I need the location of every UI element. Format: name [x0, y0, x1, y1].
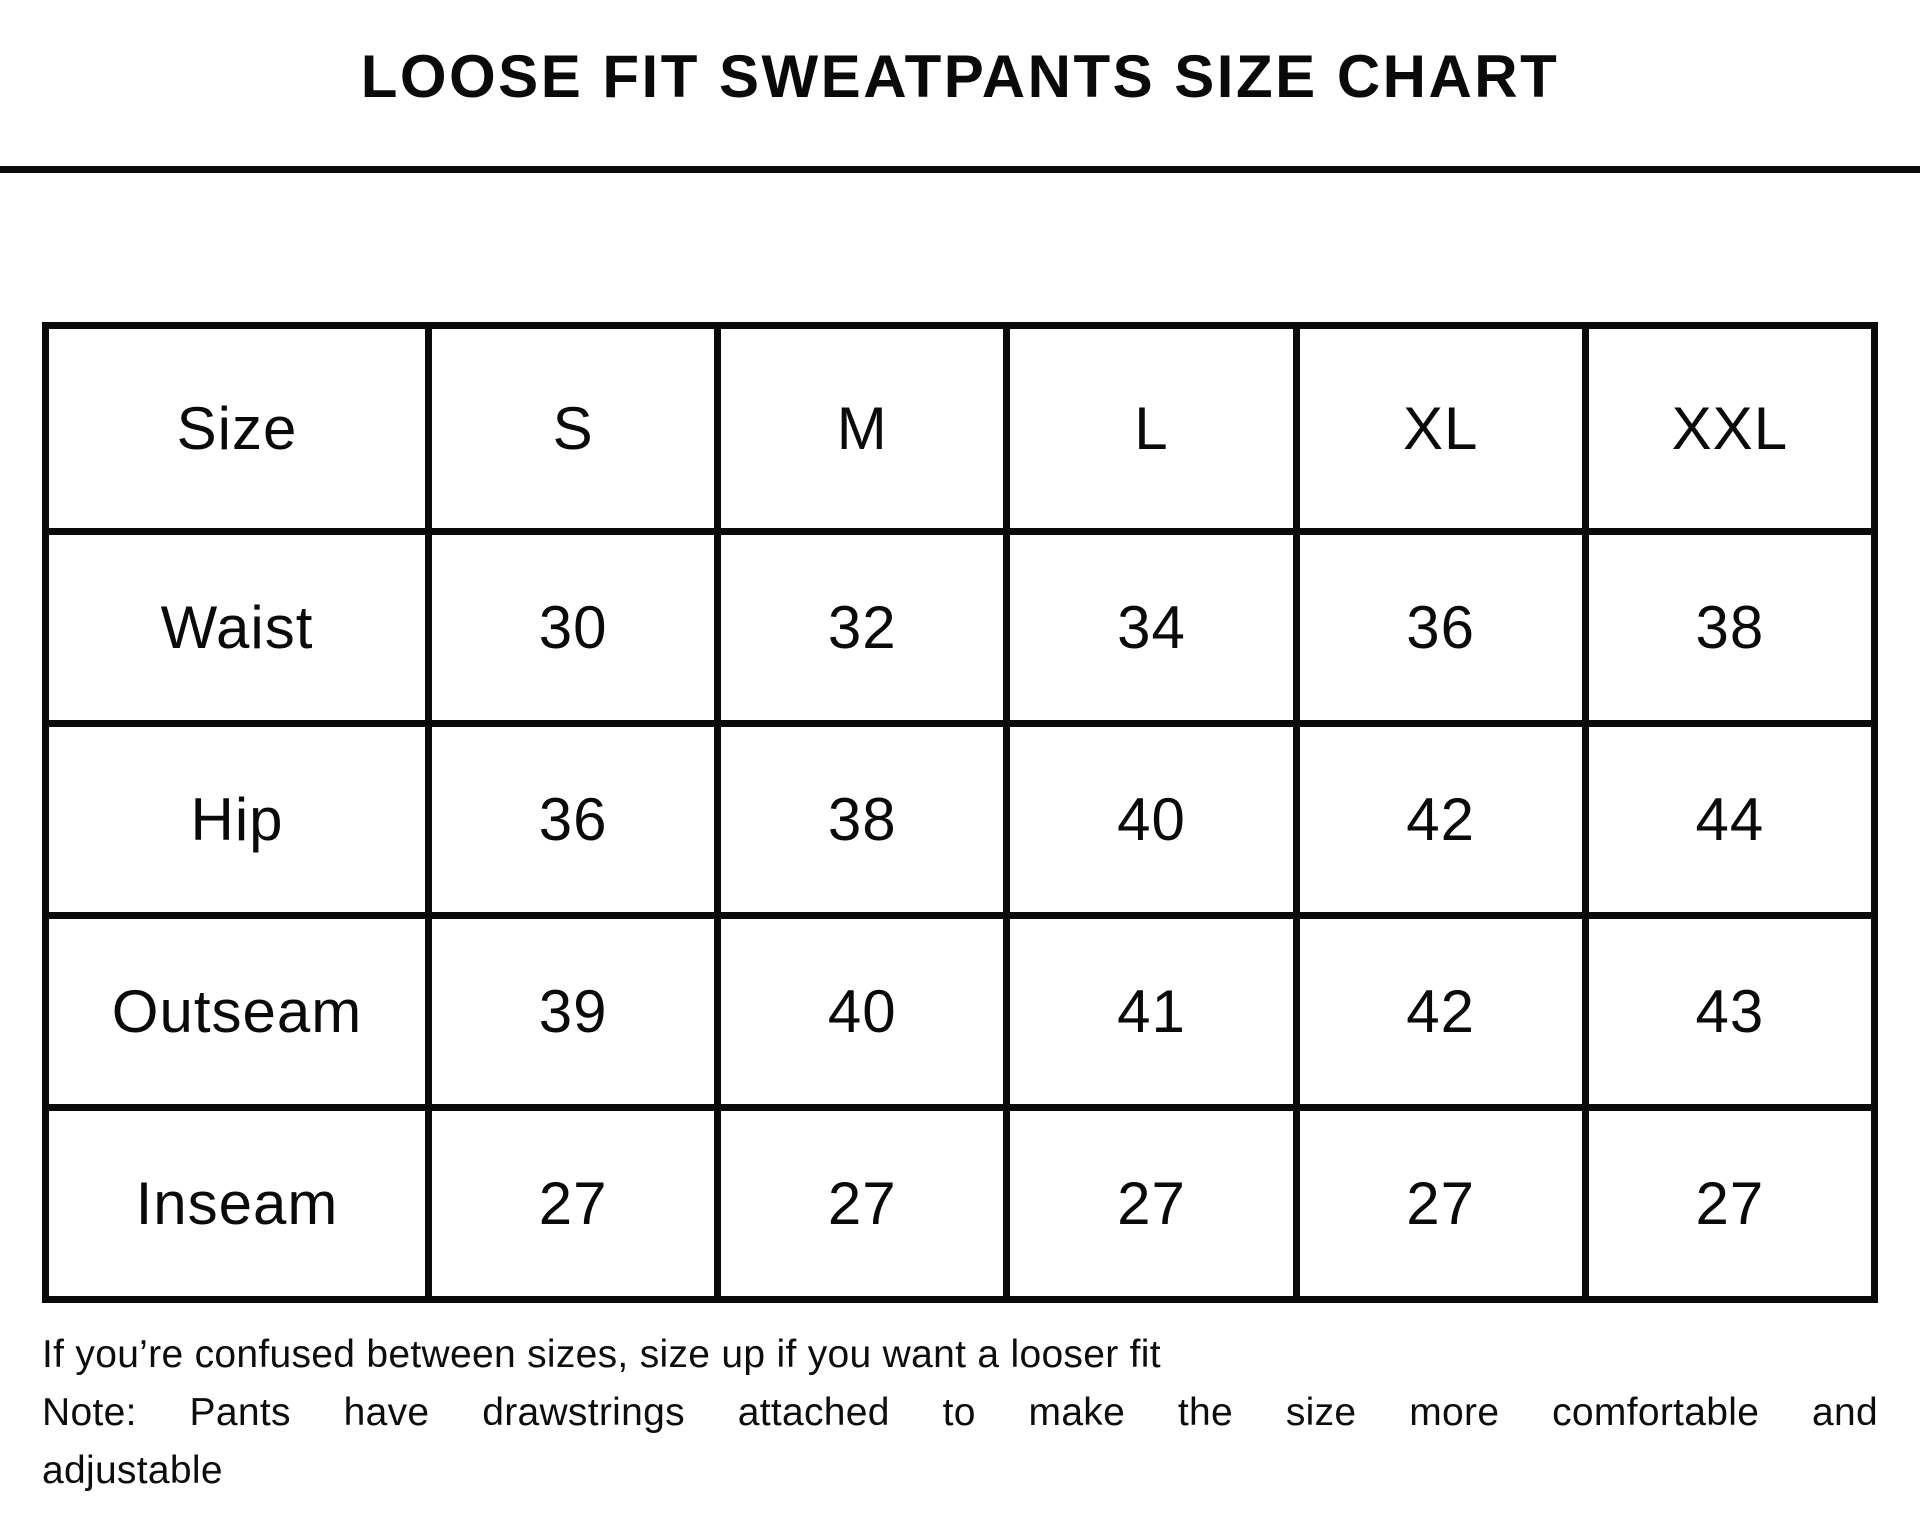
footnotes: If you’re confused between sizes, size u…: [42, 1326, 1878, 1500]
page-title: LOOSE FIT SWEATPANTS SIZE CHART: [360, 43, 1560, 110]
table-cell: 27: [714, 1104, 1011, 1303]
table-cell: 38: [714, 720, 1011, 919]
footnote-drawstring-note-continued: adjustable: [42, 1449, 223, 1492]
table-cell: 30: [424, 528, 722, 727]
table-cell: 40: [714, 912, 1011, 1111]
table-header-row: Size S M L XL XXL: [42, 322, 1879, 535]
table-cell: 27: [1581, 1104, 1879, 1303]
table-cell: 39: [424, 912, 722, 1111]
header-cell-xxl: XXL: [1581, 322, 1879, 535]
header-cell-l: L: [1003, 322, 1300, 535]
table-cell: 41: [1003, 912, 1300, 1111]
table-cell: 27: [1292, 1104, 1589, 1303]
header-cell-xl: XL: [1292, 322, 1589, 535]
row-label-cell: Hip: [42, 720, 432, 919]
table-cell: 36: [424, 720, 722, 919]
table-cell: 32: [714, 528, 1011, 727]
table-cell: 42: [1292, 720, 1589, 919]
row-label-cell: Inseam: [42, 1104, 432, 1303]
table-cell: 36: [1292, 528, 1589, 727]
row-label-cell: Waist: [42, 528, 432, 727]
footnote-sizing-advice: If you’re confused between sizes, size u…: [42, 1333, 1161, 1376]
table-cell: 27: [424, 1104, 722, 1303]
table-row-waist: Waist 30 32 34 36 38: [42, 528, 1879, 727]
table-row-inseam: Inseam 27 27 27 27 27: [42, 1104, 1879, 1303]
table-cell: 40: [1003, 720, 1300, 919]
table-row-outseam: Outseam 39 40 41 42 43: [42, 912, 1879, 1111]
table-row-hip: Hip 36 38 40 42 44: [42, 720, 1879, 919]
header-cell-s: S: [424, 322, 722, 535]
header-cell-m: M: [714, 322, 1011, 535]
table-cell: 38: [1581, 528, 1879, 727]
table-cell: 27: [1003, 1104, 1300, 1303]
table-cell: 42: [1292, 912, 1589, 1111]
header-cell-size: Size: [42, 322, 432, 535]
row-label-cell: Outseam: [42, 912, 432, 1111]
size-chart-table: Size S M L XL XXL Waist 30 32 34 36 38 H…: [42, 322, 1879, 1303]
table-cell: 34: [1003, 528, 1300, 727]
table-cell: 43: [1581, 912, 1879, 1111]
title-divider: [0, 166, 1920, 173]
footnote-drawstring-note: Note: Pants have drawstrings attached to…: [42, 1391, 1878, 1434]
table-cell: 44: [1581, 720, 1879, 919]
